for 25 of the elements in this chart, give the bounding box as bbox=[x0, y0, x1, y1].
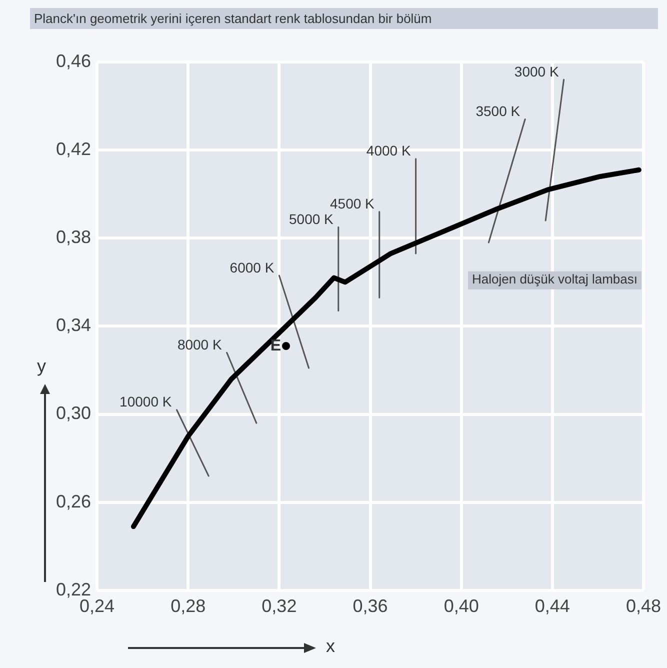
x-tick-label: 0,48 bbox=[626, 596, 662, 616]
y-tick-label: 0,38 bbox=[56, 227, 92, 248]
annotation: Halojen düşük voltaj lambası bbox=[472, 271, 638, 286]
y-tick-label: 0,26 bbox=[56, 491, 92, 512]
annotation: 5000 K bbox=[289, 210, 334, 227]
x-tick-label: 0,44 bbox=[534, 596, 570, 616]
annotation: 10000 K bbox=[120, 394, 172, 410]
y-axis-title: y bbox=[37, 356, 46, 377]
x-tick-label: 0,32 bbox=[262, 596, 297, 616]
annotation: 3500 K bbox=[476, 103, 521, 120]
annotation: 4000 K bbox=[366, 142, 412, 159]
y-tick-label: 0,46 bbox=[56, 50, 92, 71]
y-tick-label: 0,30 bbox=[56, 403, 92, 424]
x-tick-label: 0,28 bbox=[170, 596, 206, 616]
chart-title: Planck'ın geometrik yerini içeren standart renk tablosundan bir bölüm bbox=[30, 8, 658, 29]
annotation: E bbox=[270, 337, 282, 354]
y-tick-label: 0,34 bbox=[56, 315, 92, 336]
annotation: 4500 K bbox=[330, 196, 376, 212]
x-axis-title: x bbox=[326, 636, 335, 657]
annotation: 3000 K bbox=[514, 63, 560, 80]
annotation: 6000 K bbox=[230, 259, 275, 276]
x-tick-label: 0,40 bbox=[444, 596, 479, 616]
x-tick-label: 0,36 bbox=[352, 596, 388, 616]
annotation: 8000 K bbox=[177, 336, 222, 352]
y-tick-label: 0,42 bbox=[56, 139, 92, 160]
